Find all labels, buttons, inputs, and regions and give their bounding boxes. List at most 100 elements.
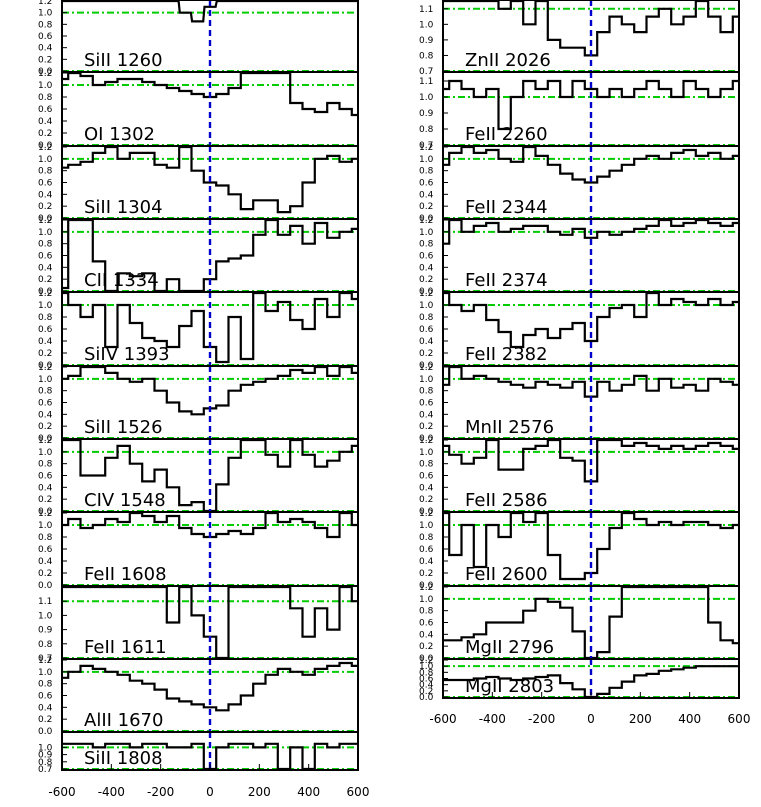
y-tick-label: 0.6: [38, 325, 53, 335]
y-tick-label: 0.2: [419, 687, 433, 697]
y-tick-label: 1.1: [38, 597, 52, 607]
y-tick-label: 0.4: [419, 337, 434, 347]
x-tick-label: -200: [147, 785, 174, 799]
y-tick-label: 1.2: [38, 509, 52, 519]
panel-siii-1304: 0.0 0.2 0.40.6 0.8 1.0 1.2 SiII 1304: [38, 143, 359, 224]
y-tick-label: 0.0: [38, 507, 53, 517]
y-tick-label: 0.6: [38, 252, 53, 262]
y-tick-label: 1.2: [38, 69, 52, 79]
y-tick-label: 0.4: [38, 557, 53, 567]
y-tick-label: 0.0: [38, 361, 53, 371]
ion-label: CII 1334: [84, 270, 159, 291]
ion-label: FeII 2260: [465, 124, 548, 145]
y-tick-label: 0.8: [419, 125, 434, 135]
panel-alii-1670: 0.0 0.2 0.40.6 0.8 1.0 1.2 AlII 1670: [38, 656, 359, 737]
x-tick-label: 0: [206, 785, 214, 799]
y-tick-label: 0.2: [38, 129, 52, 139]
panel-feii-2586: 0.0 0.2 0.40.6 0.8 1.0 1.2 FeII 2586: [419, 436, 740, 517]
x-tick-label: -200: [528, 712, 555, 726]
y-tick-label: 1.0: [38, 81, 53, 91]
y-tick-label: 1.2: [38, 656, 52, 666]
y-tick-label: 1.0: [419, 595, 434, 605]
y-tick-label: 0.2: [38, 422, 52, 432]
ion-label: CIV 1548: [84, 490, 166, 511]
ion-label: MnII 2576: [465, 417, 554, 438]
y-tick-label: 0.6: [419, 325, 434, 335]
y-tick-label: 1.2: [419, 143, 433, 153]
ion-label: SiII 1304: [84, 197, 163, 218]
y-tick-label: 0.4: [419, 263, 434, 273]
x-tick-label: -400: [98, 785, 125, 799]
panel-siiv-1393: 0.0 0.2 0.4 0.6 0.8 1.0 1.2 SiIV 1393: [38, 289, 359, 371]
y-tick-label: 1.2: [419, 583, 433, 593]
ion-label: FeII 1608: [84, 564, 167, 585]
y-tick-label: 0.0: [38, 141, 53, 151]
y-tick-label: 0.8: [419, 607, 434, 617]
y-tick-label: 0.8: [38, 640, 53, 650]
y-tick-label: 0.0: [419, 693, 434, 703]
y-tick-label: 0.4: [38, 410, 53, 420]
ion-label: AlII 1670: [84, 710, 163, 731]
spectrum-line: [62, 661, 358, 712]
y-tick-label: 1.2: [38, 289, 52, 299]
ion-label: MgII 2796: [465, 637, 554, 658]
y-tick-label: 0.0: [419, 581, 434, 591]
y-tick-label: 0.2: [419, 422, 433, 432]
y-tick-label: 1.0: [38, 743, 53, 753]
y-tick-label: 1.2: [38, 0, 52, 7]
y-tick-label: 1.0: [38, 9, 53, 19]
y-tick-label: 0.6: [38, 105, 53, 115]
y-tick-label: 1.2: [419, 436, 433, 446]
ion-label: SiIV 1393: [84, 344, 170, 365]
y-tick-label: 1.0: [419, 228, 434, 238]
y-tick-label: 0.6: [38, 545, 53, 555]
ion-label: OI 1302: [84, 124, 155, 145]
y-tick-label: 0.4: [38, 337, 53, 347]
ion-label: MgII 2803: [465, 676, 554, 697]
x-tick-label: 400: [678, 712, 701, 726]
y-tick-label: 0.0: [419, 361, 434, 371]
spectrum-line: [62, 365, 358, 416]
y-tick-label: 0.8: [38, 240, 53, 250]
panel-civ-1548: 0.0 0.2 0.40.6 0.8 1.0 1.2 CIV 1548: [38, 436, 359, 517]
y-tick-label: 1.2: [419, 509, 433, 519]
y-tick-label: 1.2: [38, 143, 52, 153]
y-tick-label: 0.0: [38, 67, 53, 77]
panel-siii-1526: 0.0 0.2 0.40.6 0.8 1.0 1.2 SiII 1526: [38, 363, 359, 444]
panel-feii-2382: 0.0 0.2 0.4 0.6 0.8 1.0 1.2 FeII 2382: [419, 289, 740, 371]
y-tick-label: 0.8: [419, 240, 434, 250]
panel-feii-1608: 0.0 0.2 0.4 0.6 0.8 1.0 1.2 FeII 1608: [38, 509, 359, 591]
y-tick-label: 0.4: [38, 44, 53, 54]
x-tick-label: 400: [297, 785, 320, 799]
y-tick-label: 0.6: [419, 619, 434, 629]
y-tick-label: 0.0: [419, 287, 434, 297]
ion-label: SiII 1260: [84, 50, 163, 71]
y-tick-label: 0.7: [38, 765, 52, 775]
y-tick-label: 1.0: [419, 662, 434, 672]
y-tick-label: 0.6: [419, 252, 434, 262]
y-tick-label: 1.2: [419, 216, 433, 226]
y-tick-label: 0.4: [419, 190, 434, 200]
x-tick-label: -600: [429, 712, 456, 726]
x-tick-label: -400: [479, 712, 506, 726]
y-tick-label: 0.8: [419, 167, 434, 177]
spectrum-line: [62, 71, 358, 117]
y-tick-label: 0.2: [419, 349, 433, 359]
y-tick-label: 0.8: [419, 668, 434, 678]
y-tick-label: 0.0: [419, 214, 434, 224]
y-tick-label: 0.4: [38, 263, 53, 273]
y-tick-label: 0.2: [38, 495, 52, 505]
x-tick-label: 200: [629, 712, 652, 726]
y-tick-label: 0.2: [419, 275, 433, 285]
x-tick-label: 0: [587, 712, 595, 726]
y-tick-label: 1.0: [419, 301, 434, 311]
y-tick-label: 0.2: [419, 642, 433, 652]
spectrum-line: [443, 145, 739, 184]
panel-feii-2374: 0.0 0.2 0.40.6 0.8 1.0 1.2 FeII 2374: [419, 216, 740, 297]
y-tick-label: 0.2: [38, 715, 52, 725]
y-tick-label: 0.4: [419, 630, 434, 640]
panel-znii-2026: 0.7 0.8 0.9 1.0 1.1 ZnII 2026: [419, 0, 740, 77]
y-tick-label: 0.9: [38, 751, 53, 761]
